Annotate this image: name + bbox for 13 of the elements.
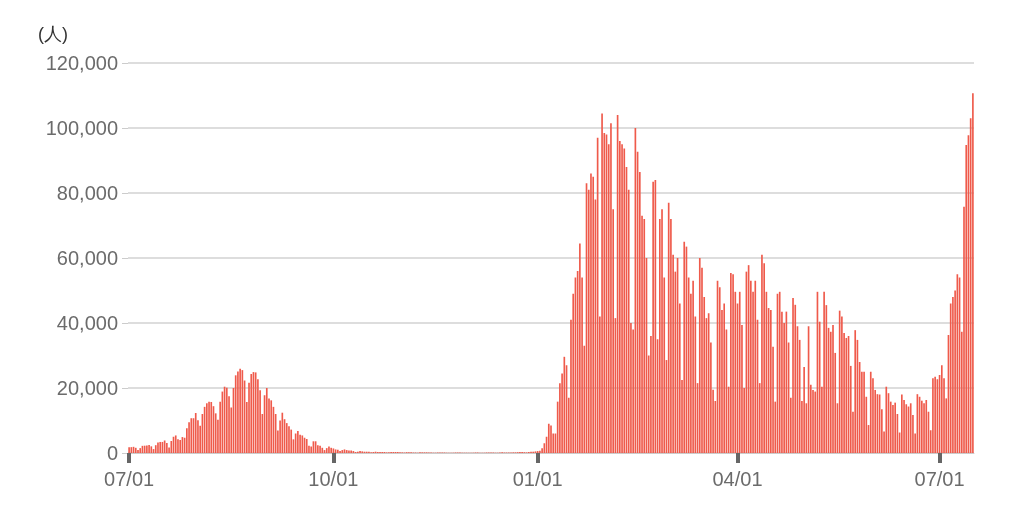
y-tick-label: 80,000	[56, 182, 118, 204]
x-tick-label: 04/01	[712, 468, 763, 490]
y-tick-label: 0	[106, 442, 118, 464]
x-tick-label: 01/01	[512, 468, 563, 490]
x-tick-label: 07/01	[914, 468, 965, 490]
x-tick-label: 07/01	[104, 468, 155, 490]
y-tick-label: 120,000	[45, 52, 118, 74]
y-tick-label: 100,000	[45, 117, 118, 139]
y-axis-title: (人)	[38, 24, 68, 44]
x-tick-label: 10/01	[308, 468, 359, 490]
y-tick-label: 60,000	[56, 247, 118, 269]
y-tick-label: 20,000	[56, 377, 118, 399]
y-tick-label: 40,000	[56, 312, 118, 334]
